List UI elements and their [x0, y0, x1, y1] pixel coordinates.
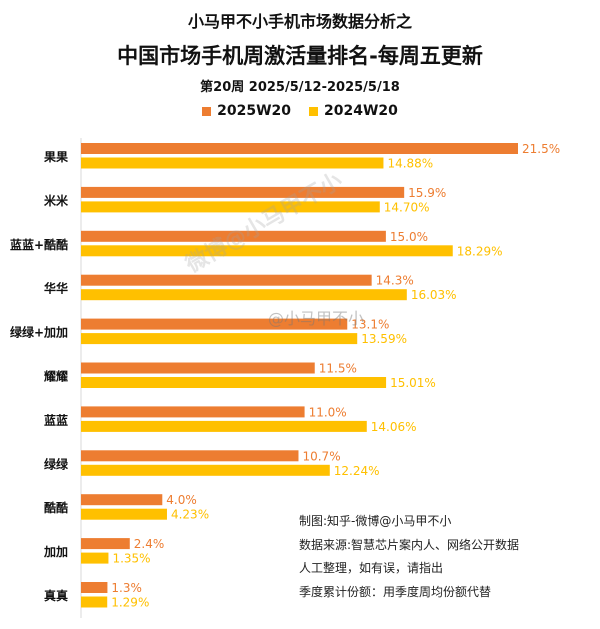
bar-2025W20	[81, 538, 130, 550]
bar-2024W20	[81, 201, 380, 213]
legend-item-2024: 2024W20	[309, 103, 398, 119]
legend-swatch-2025	[202, 106, 212, 116]
data-label: 4.23%	[171, 508, 209, 522]
bar-2025W20	[81, 406, 305, 418]
data-label: 15.0%	[390, 230, 428, 244]
data-label: 11.5%	[319, 362, 357, 376]
data-label: 18.29%	[457, 244, 503, 258]
category-label: 蓝蓝+酷酷	[10, 237, 68, 252]
data-label: 21.5%	[522, 142, 560, 156]
data-label: 14.70%	[384, 200, 430, 214]
bar-2024W20	[81, 508, 167, 520]
bar-2025W20	[81, 318, 348, 330]
category-label: 蓝蓝	[44, 412, 68, 427]
category-label: 绿绿+加加	[10, 325, 68, 340]
legend-item-2025: 2025W20	[202, 103, 291, 119]
data-label: 2.4%	[134, 537, 165, 551]
legend: 2025W20 2024W20	[0, 103, 600, 119]
bar-2024W20	[81, 464, 330, 476]
bar-2024W20	[81, 552, 109, 564]
bar-2025W20	[81, 230, 386, 242]
category-label: 果果	[43, 150, 68, 164]
category-label: 华华	[44, 281, 68, 296]
note-line: 数据来源:智慧芯片案内人、网络公开数据	[299, 537, 520, 552]
data-label: 13.59%	[361, 332, 407, 346]
legend-swatch-2024	[309, 106, 318, 116]
bar-2025W20	[81, 274, 372, 286]
data-label: 4.0%	[166, 493, 197, 507]
bar-2024W20	[81, 289, 407, 301]
data-label: 1.29%	[111, 596, 149, 610]
bar-2025W20	[81, 143, 518, 154]
chart-subtitle: 第20周 2025/5/12-2025/5/18	[200, 80, 400, 95]
bar-2025W20	[81, 582, 108, 593]
bar-2025W20	[81, 186, 405, 198]
data-label: 11.0%	[309, 405, 347, 419]
category-label: 绿绿	[44, 456, 69, 471]
bar-2024W20	[81, 377, 387, 388]
data-label: 14.88%	[387, 157, 433, 171]
bar-2025W20	[81, 362, 315, 374]
bar-2024W20	[81, 157, 384, 169]
bar-2024W20	[81, 596, 108, 608]
data-label: 15.01%	[390, 376, 436, 390]
data-label: 13.1%	[351, 318, 389, 332]
source-notes: 制图:知乎-微博@小马甲不小 数据来源:智慧芯片案内人、网络公开数据 人工整理，…	[299, 510, 519, 604]
bar-2025W20	[81, 450, 299, 462]
chart-title: 中国市场手机周激活量排名-每周五更新	[117, 44, 483, 68]
data-label: 15.9%	[408, 186, 446, 200]
bar-2024W20	[81, 333, 358, 345]
data-label: 1.3%	[111, 581, 141, 595]
category-label: 加加	[43, 544, 68, 559]
data-label: 10.7%	[302, 449, 340, 463]
bar-2025W20	[81, 494, 163, 506]
legend-label-2025: 2025W20	[217, 103, 291, 119]
note-line: 人工整理，如有误，请指出	[299, 561, 444, 575]
bar-2024W20	[81, 420, 367, 432]
category-label: 米米	[44, 193, 69, 208]
note-line: 制图:知乎-微博@小马甲不小	[299, 514, 452, 528]
data-label: 14.3%	[376, 274, 414, 288]
data-label: 16.03%	[411, 288, 457, 302]
data-label: 1.35%	[112, 552, 150, 566]
bar-2024W20	[81, 245, 453, 257]
category-label: 耀耀	[43, 370, 68, 384]
category-label: 酷酷	[44, 500, 68, 515]
legend-label-2024: 2024W20	[324, 103, 398, 119]
supertitle: 小马甲不小手机市场数据分析之	[187, 12, 412, 31]
data-label: 12.24%	[334, 464, 380, 478]
category-label: 真真	[44, 588, 68, 603]
note-line: 季度累计份额：用季度周均份额代替	[299, 584, 492, 599]
data-label: 14.06%	[371, 420, 417, 434]
